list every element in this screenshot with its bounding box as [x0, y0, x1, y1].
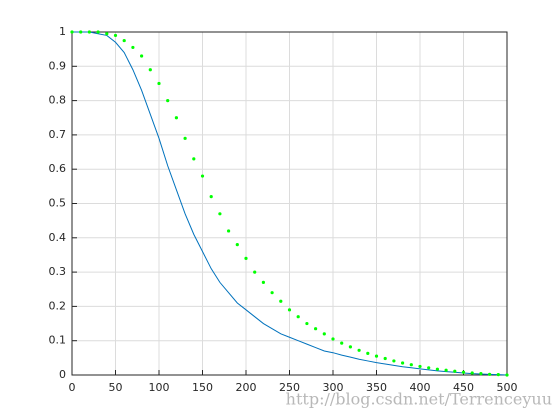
- y-tick-label: 0.6: [49, 162, 67, 175]
- data-point: [122, 38, 126, 43]
- data-point: [348, 345, 352, 349]
- watermark: http://blog.csdn.net/Terrenceyuu: [286, 390, 552, 409]
- data-point: [331, 337, 335, 341]
- x-tick-label: 500: [497, 381, 518, 394]
- data-point: [148, 68, 152, 72]
- data-point: [444, 368, 448, 372]
- y-tick-label: 0.1: [49, 334, 67, 347]
- x-tick-label: 100: [149, 381, 170, 394]
- data-point: [496, 373, 500, 377]
- data-line: [72, 31, 508, 376]
- data-point: [192, 157, 196, 161]
- data-point: [105, 32, 109, 36]
- data-point: [488, 372, 492, 376]
- data-point: [96, 30, 100, 34]
- data-point: [366, 351, 370, 355]
- data-point: [200, 174, 205, 178]
- data-point: [166, 99, 170, 103]
- data-point: [244, 256, 248, 260]
- data-point: [427, 366, 431, 370]
- data-point: [479, 372, 483, 376]
- data-point: [383, 356, 387, 361]
- data-point: [157, 81, 161, 86]
- data-point: [296, 315, 300, 319]
- y-tick-label: 0.2: [49, 299, 67, 312]
- data-point: [453, 369, 457, 373]
- data-point: [174, 116, 178, 120]
- data-point: [340, 341, 344, 345]
- y-tick-label: 0: [59, 368, 66, 381]
- x-tick-label: 350: [366, 381, 387, 394]
- x-tick-label: 150: [192, 381, 213, 394]
- y-tick-label: 1: [59, 25, 66, 38]
- data-point: [113, 33, 118, 38]
- data-point: [227, 229, 231, 233]
- data-point: [209, 195, 213, 199]
- data-point: [314, 327, 318, 331]
- x-tick-label: 300: [323, 381, 344, 394]
- y-tick-label: 0.9: [49, 59, 67, 72]
- axes-box: [71, 31, 508, 376]
- y-tick-label: 0.7: [49, 128, 67, 141]
- data-point: [287, 308, 292, 312]
- data-point: [392, 359, 396, 363]
- y-tick-label: 0.5: [49, 197, 67, 210]
- y-tick-label: 0.3: [49, 265, 67, 278]
- data-point: [470, 371, 474, 375]
- data-point: [270, 291, 274, 295]
- data-point: [131, 45, 135, 50]
- data-point: [261, 280, 265, 284]
- data-point: [183, 136, 187, 140]
- x-tick-label: 250: [279, 381, 300, 394]
- data-point: [357, 348, 361, 352]
- data-point: [505, 373, 509, 377]
- data-point: [279, 299, 283, 303]
- data-point: [461, 370, 466, 374]
- x-tick-label: 450: [453, 381, 474, 394]
- data-point: [253, 270, 257, 274]
- y-tick-label: 0.8: [49, 94, 67, 107]
- data-point: [305, 321, 309, 326]
- x-tick-label: 0: [69, 381, 76, 394]
- y-tick-label: 0.4: [49, 231, 67, 244]
- data-point: [218, 212, 222, 216]
- data-point: [70, 30, 74, 34]
- data-point: [374, 354, 379, 358]
- data-point: [87, 30, 91, 34]
- x-tick-label: 50: [109, 381, 123, 394]
- data-point: [235, 243, 239, 247]
- data-point: [140, 54, 144, 58]
- data-point: [322, 332, 326, 336]
- x-tick-label: 400: [410, 381, 431, 394]
- x-tick-label: 200: [236, 381, 257, 394]
- data-point: [79, 30, 83, 34]
- data-point: [418, 364, 422, 369]
- data-point: [435, 367, 439, 371]
- data-point: [409, 363, 413, 367]
- data-point: [401, 361, 405, 365]
